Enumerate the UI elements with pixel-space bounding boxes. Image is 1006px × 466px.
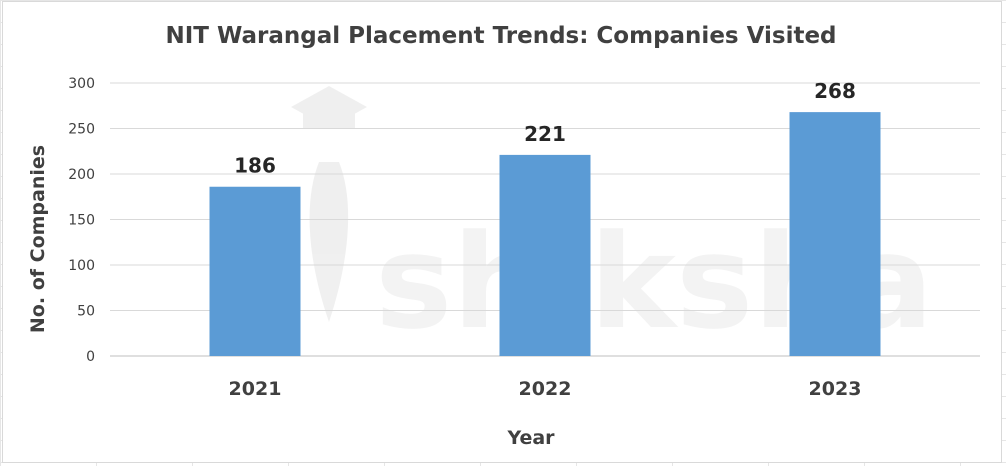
y-tick-label: 100 xyxy=(68,258,95,274)
y-tick-label: 50 xyxy=(77,304,95,320)
chart-title: NIT Warangal Placement Trends: Companies… xyxy=(165,23,836,49)
x-tick-label: 2021 xyxy=(229,378,282,400)
bar[interactable] xyxy=(789,112,881,357)
data-label: 221 xyxy=(524,122,566,146)
y-tick-label: 250 xyxy=(68,122,95,138)
y-tick-label: 150 xyxy=(68,213,95,229)
data-labels: 186 221 268 xyxy=(234,79,856,178)
x-tick-label: 2022 xyxy=(519,378,572,400)
y-tick-label: 0 xyxy=(86,349,95,365)
y-tick-label: 200 xyxy=(68,167,95,183)
y-tick-label: 300 xyxy=(68,76,95,92)
y-axis-ticks: 0 50 100 150 200 250 300 xyxy=(68,76,95,365)
bars xyxy=(209,112,881,357)
x-tick-label: 2023 xyxy=(809,378,862,400)
bar[interactable] xyxy=(499,154,591,356)
bar[interactable] xyxy=(209,186,301,356)
x-axis-title: Year xyxy=(506,427,555,449)
data-label: 268 xyxy=(814,79,856,103)
y-axis-title: No. of Companies xyxy=(27,145,49,333)
x-axis-ticks: 2021 2022 2023 xyxy=(229,378,862,400)
graduation-cap-logo-icon xyxy=(291,86,367,322)
data-label: 186 xyxy=(234,154,276,178)
bar-chart: shiksha NIT Warangal Placement Trends: C… xyxy=(27,23,980,449)
